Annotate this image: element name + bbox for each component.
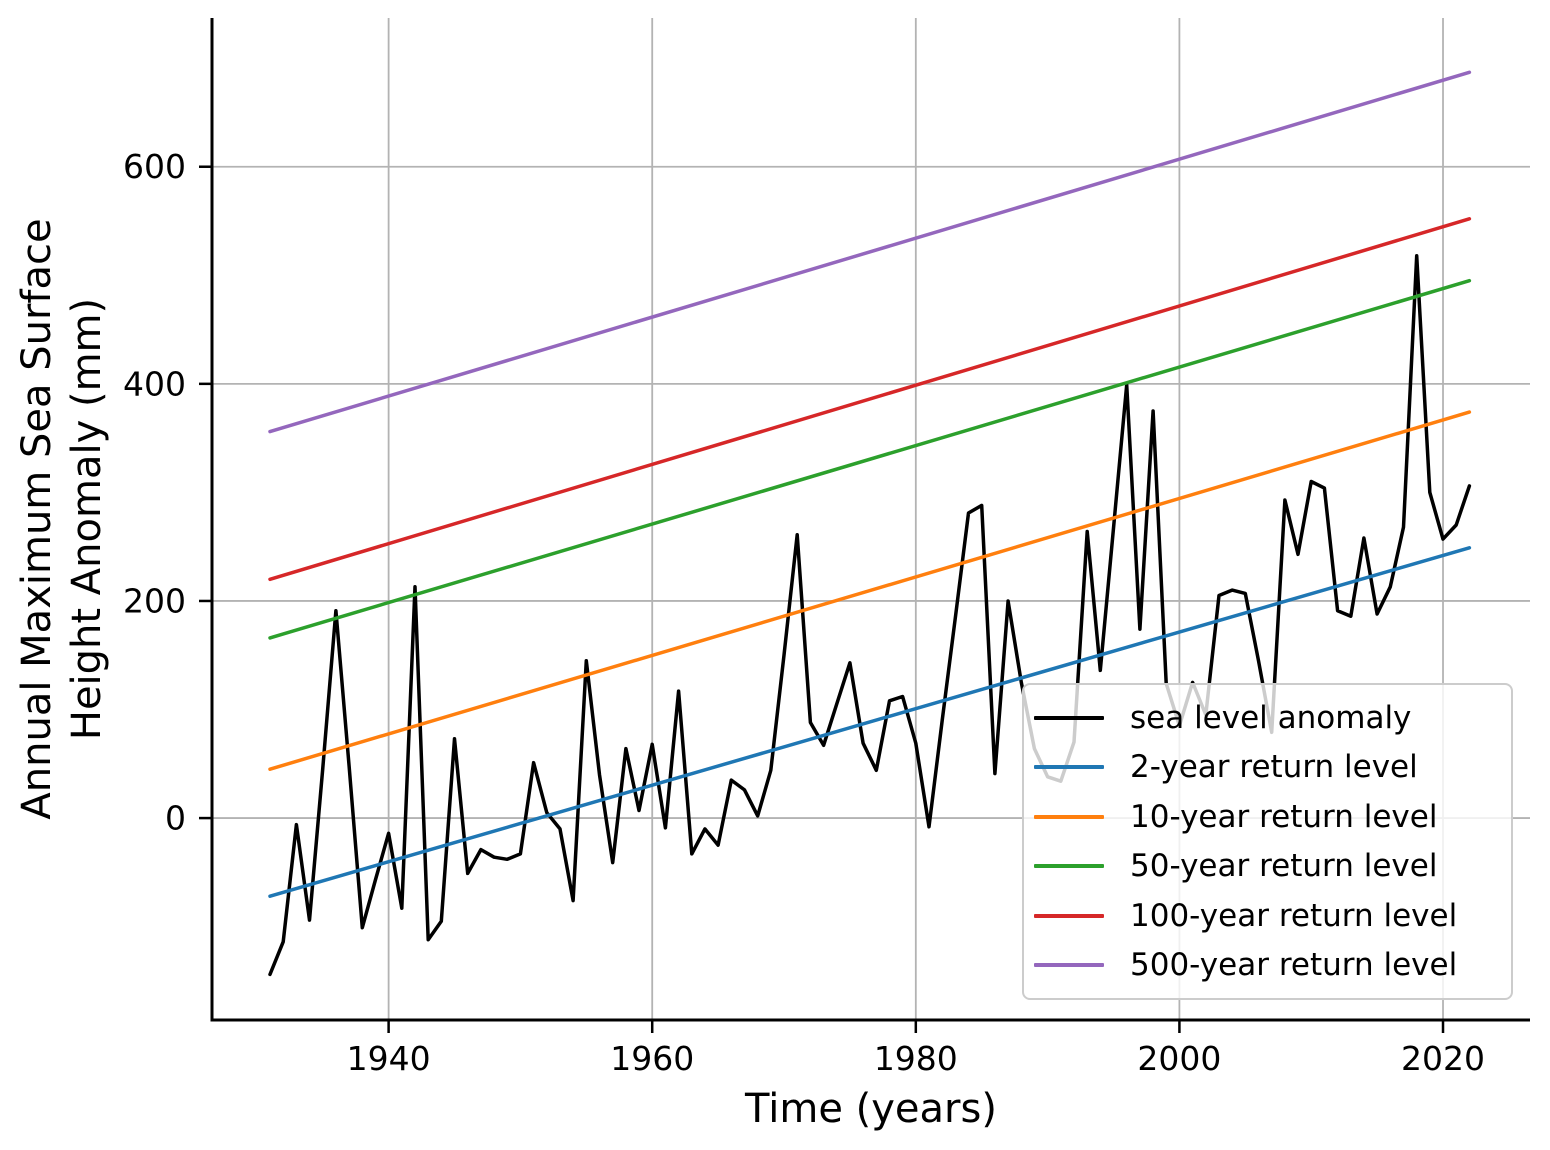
x-axis-label: Time (years)	[745, 1086, 997, 1132]
legend: sea level anomaly 2-year return level 10-y…	[1022, 683, 1513, 1000]
x-tick-label-1940: 1940	[347, 1039, 431, 1078]
legend-label-4: 100-year return level	[1130, 897, 1458, 934]
legend-label-2: 10-year return level	[1130, 798, 1438, 835]
legend-label-0: sea level anomaly	[1130, 699, 1412, 736]
series-line-100-year-return-level	[268, 217, 1472, 582]
legend-swatch-0	[1034, 715, 1104, 720]
y-tick-label-600: 600	[123, 147, 186, 186]
y-tick-label-400: 400	[123, 364, 186, 403]
series-line-50-year-return-level	[268, 278, 1472, 640]
legend-swatch-5	[1034, 963, 1104, 968]
legend-row-1: 2-year return level	[1034, 749, 1505, 785]
legend-row-0: sea level anomaly	[1034, 700, 1505, 736]
y-axis-label: Annual Maximum Sea Surface Height Anomal…	[12, 218, 112, 819]
y-tick-label-200: 200	[123, 581, 186, 620]
legend-swatch-1	[1034, 765, 1104, 770]
legend-row-3: 50-year return level	[1034, 848, 1505, 884]
legend-label-5: 500-year return level	[1130, 947, 1458, 984]
series-line-2-year-return-level	[268, 546, 1472, 898]
y-tick-label-0: 0	[165, 799, 186, 838]
x-tick-label-1980: 1980	[874, 1039, 958, 1078]
legend-label-1: 2-year return level	[1130, 749, 1418, 786]
series-line-10-year-return-level	[268, 410, 1472, 771]
legend-row-4: 100-year return level	[1034, 898, 1505, 934]
legend-row-2: 10-year return level	[1034, 799, 1505, 835]
x-tick-label-2000: 2000	[1137, 1039, 1221, 1078]
legend-swatch-3	[1034, 864, 1104, 869]
legend-swatch-2	[1034, 814, 1104, 819]
legend-label-3: 50-year return level	[1130, 848, 1438, 885]
series-line-500-year-return-level	[268, 70, 1472, 434]
y-axis-label-line1: Annual Maximum Sea Surface	[14, 218, 60, 820]
legend-row-5: 500-year return level	[1034, 947, 1505, 983]
x-tick-label-1960: 1960	[610, 1039, 694, 1078]
x-tick-label-2020: 2020	[1401, 1039, 1485, 1078]
y-axis-label-line2: Height Anomaly (mm)	[64, 297, 110, 741]
legend-swatch-4	[1034, 913, 1104, 918]
